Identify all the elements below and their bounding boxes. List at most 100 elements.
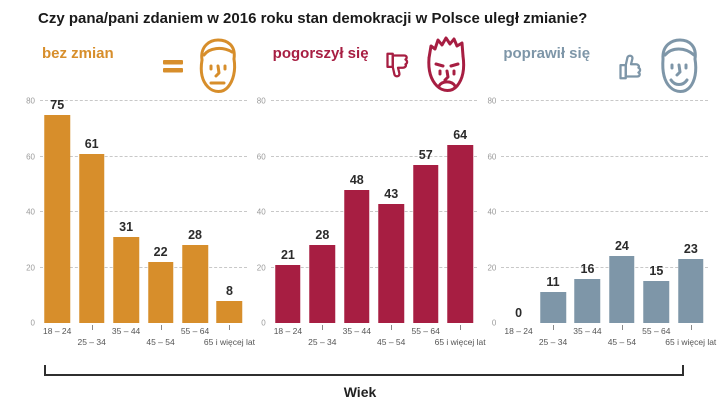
x-axis-label: 35 – 44 [573,326,602,336]
x-axis-label: 25 – 34 [538,337,568,347]
bar-value-label: 43 [384,186,399,201]
x-axis-tick [460,325,462,330]
x-axis-label: 25 – 34 [77,337,106,347]
bar-slot: 48 [340,101,374,323]
bar-slot: 11 [536,101,570,323]
bar [182,245,208,323]
bar [447,145,473,323]
bar [412,164,439,323]
bar [678,259,704,323]
bar [643,281,670,323]
gridline [270,155,478,157]
bars-area: 0 11 16 24 15 23 [501,101,708,323]
bar-value-label: 11 [546,275,560,290]
bars-area: 75 61 31 22 28 8 [40,97,247,323]
x-axis-tick [621,325,623,330]
thumbs-down-icon [384,51,412,81]
panel-header: pogorszył się [271,29,478,101]
panel-icons [617,31,706,101]
panel-label: bez zmian [42,45,114,62]
bar [309,245,336,323]
bar [44,114,70,323]
y-axis-tick-label: 20 [26,263,35,272]
y-axis-tick-label: 0 [491,318,497,328]
bar-value-label: 31 [119,219,134,234]
x-axis-label: 18 – 24 [43,326,72,336]
bar [216,300,243,323]
bar-value-label: 0 [515,306,523,320]
bar-slot: 31 [109,101,143,323]
bar-slot: 23 [674,101,708,323]
x-axis-label: 35 – 44 [342,326,371,336]
bar-value-label: 24 [614,239,629,254]
gridline [270,266,478,268]
bar [344,189,370,323]
y-axis-tick-label: 40 [256,207,266,217]
y-axis-tick-label: 60 [487,152,497,161]
bar-value-label: 28 [315,228,330,243]
y-axis-tick-label: 80 [26,96,35,106]
y-axis-tick-label: 40 [26,207,35,217]
y-axis-tick-label: 80 [487,96,497,106]
x-axis-label: 65 i więcej lat [434,337,486,347]
x-axis-label: 25 – 34 [308,337,337,347]
y-axis-tick-label: 80 [256,96,266,106]
x-axis-label: 55 – 64 [180,326,210,336]
bar [540,292,566,323]
x-axis-label: 35 – 44 [111,326,141,336]
panel-header: poprawił się [501,29,708,101]
x-axis-label: 45 – 54 [607,337,637,347]
neutral-face-icon [191,36,245,96]
bar-value-label: 57 [418,147,433,162]
thumbs-up-icon [617,51,645,81]
x-axis-label: 65 i więcej lat [203,337,255,347]
y-axis-tick-label: 40 [487,207,497,217]
bar [609,256,635,323]
x-axis-label: 18 – 24 [504,326,533,336]
equals-icon [162,57,184,75]
x-axis-label: 45 – 54 [377,337,406,347]
charts-row: bez zmian [16,29,716,351]
y-axis-tick-label: 0 [30,318,35,328]
gridline [40,211,247,212]
x-axis-labels: 18 – 24 25 – 34 35 – 44 45 – 54 55 – 64 65 i … [501,323,716,351]
gridline [501,155,709,157]
gridline [40,155,247,157]
y-axis-tick-label: 0 [261,318,266,328]
bar-chart-poprawil-sie: 0 11 16 24 15 23 0 20 40 60 80 [487,97,709,328]
bar-slot: 15 [639,101,673,323]
x-axis-tick [160,325,162,330]
bar-value-label: 22 [153,244,168,259]
gridline [270,211,478,212]
x-axis-label: 55 – 64 [642,326,671,336]
bar-value-label: 8 [226,283,233,298]
bar [113,236,139,323]
bar-chart-bez-zmian: 75 61 31 22 28 8 0 20 40 60 80 [26,97,247,328]
bar-slot: 61 [74,101,108,323]
sad-face-icon [419,34,475,98]
y-axis-tick-label: 60 [26,152,35,161]
panel-poprawil-sie: poprawił się [477,29,716,351]
gridline [40,266,247,268]
bar-value-label: 75 [50,97,65,112]
bar-value-label: 16 [580,261,595,276]
gridline [40,100,247,101]
gridline [501,100,709,101]
age-axis-bracket [44,365,684,376]
bar [147,261,174,323]
bar [275,264,301,323]
x-axis-label: 18 – 24 [273,326,303,336]
x-axis-label: 65 i więcej lat [665,337,717,347]
x-axis-label: 55 – 64 [411,326,440,336]
panel-pogorszyl-sie: pogorszył się [247,29,486,351]
x-axis-labels: 18 – 24 25 – 34 35 – 44 45 – 54 55 – 64 65 i … [40,323,255,351]
y-axis-tick-label: 20 [256,263,266,272]
bar-value-label: 61 [84,136,99,151]
bar-value-label: 48 [349,172,364,187]
bar-value-label: 15 [649,264,664,279]
bar-value-label: 21 [280,247,295,262]
gridline [501,211,709,212]
panel-header: bez zmian [40,29,247,101]
bars-area: 21 28 48 43 57 64 [271,101,478,323]
